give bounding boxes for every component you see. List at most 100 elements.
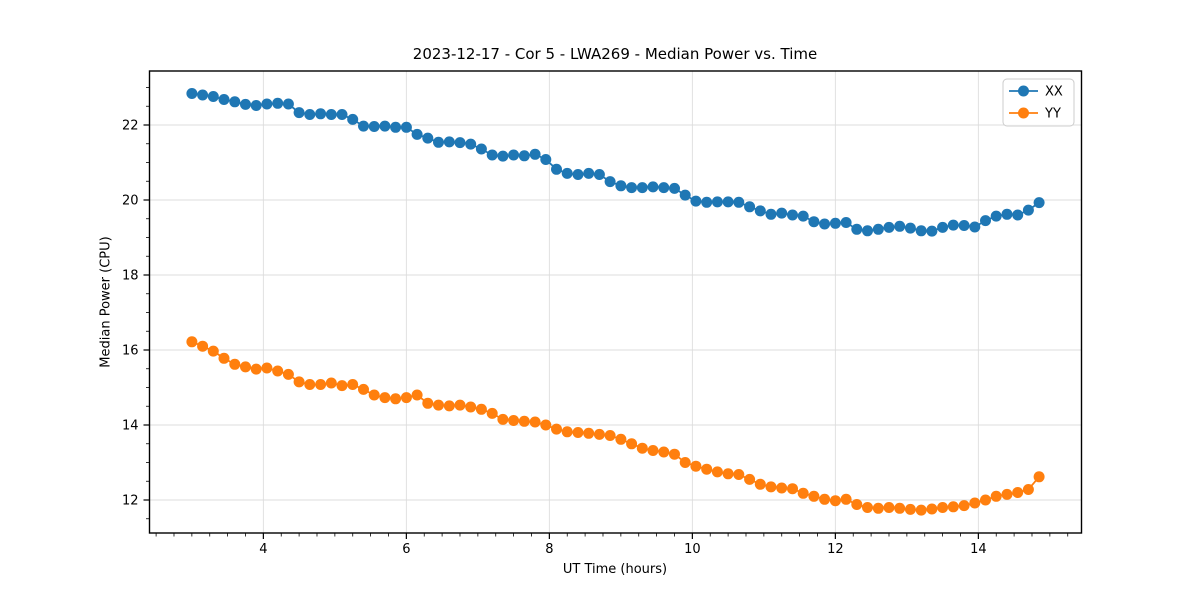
data-point	[990, 210, 1002, 222]
data-point	[497, 413, 509, 425]
data-point	[894, 220, 906, 232]
tick-labels: 4 6 8 10 12 14 12 14 16 18 20 22	[122, 119, 987, 558]
data-point	[808, 216, 820, 228]
data-point	[915, 225, 927, 237]
data-point	[1012, 487, 1024, 498]
data-point	[347, 379, 359, 390]
data-point	[969, 221, 981, 233]
data-point	[218, 94, 230, 105]
data-point	[862, 225, 873, 237]
data-point	[261, 98, 273, 110]
data-point	[400, 121, 412, 133]
data-point	[475, 403, 487, 415]
data-point	[465, 138, 477, 150]
data-point	[904, 222, 916, 234]
data-point	[808, 490, 820, 502]
y-tick-label: 12	[122, 494, 139, 509]
data-point	[433, 399, 444, 411]
data-point	[443, 400, 455, 412]
y-tick-label: 16	[122, 344, 139, 359]
data-point	[669, 182, 680, 194]
data-point	[572, 169, 584, 180]
legend-sample-marker	[1018, 85, 1029, 97]
data-point	[958, 500, 970, 512]
data-point	[486, 149, 498, 161]
legend: XX YY	[1002, 78, 1075, 127]
data-point	[486, 407, 498, 419]
data-point	[904, 503, 916, 515]
y-tick-label: 20	[122, 194, 139, 209]
data-point	[518, 150, 530, 162]
chart-title: 2023-12-17 - Cor 5 - LWA269 - Median Pow…	[412, 45, 818, 63]
legend-label-XX: XX	[1045, 85, 1063, 100]
data-point	[937, 502, 949, 513]
data-point	[315, 108, 327, 120]
data-point	[197, 89, 209, 101]
data-point	[669, 448, 680, 460]
legend-label-YY: YY	[1044, 107, 1061, 122]
data-point	[711, 196, 723, 208]
x-tick-label: 6	[402, 542, 410, 557]
data-point	[744, 201, 756, 213]
data-point	[229, 96, 241, 108]
data-point	[390, 393, 402, 405]
data-point	[358, 383, 369, 395]
x-tick-label: 14	[970, 542, 987, 557]
x-tick-label: 10	[684, 542, 701, 557]
series-XX	[186, 88, 1045, 237]
data-point	[926, 503, 938, 515]
grid-lines	[149, 71, 1082, 533]
data-point	[240, 361, 251, 373]
data-point	[540, 154, 552, 165]
data-point	[894, 502, 906, 514]
data-point	[733, 196, 745, 208]
data-point	[1022, 204, 1034, 216]
x-tick-label: 4	[259, 542, 267, 557]
data-point	[883, 221, 895, 233]
data-point	[540, 419, 552, 431]
data-point	[1001, 208, 1013, 220]
data-point	[465, 401, 477, 413]
data-point	[980, 215, 991, 227]
data-point	[765, 208, 777, 220]
data-point	[926, 225, 938, 237]
data-point	[240, 98, 251, 110]
data-point	[518, 415, 530, 427]
data-point	[400, 392, 412, 404]
data-point	[787, 209, 798, 221]
data-point	[443, 136, 455, 148]
data-point	[583, 427, 595, 439]
data-point	[411, 128, 423, 140]
x-axis-label: UT Time (hours)	[562, 562, 668, 577]
data-point	[787, 483, 798, 495]
data-point	[615, 433, 627, 445]
data-point	[422, 132, 434, 144]
data-point	[958, 220, 970, 231]
data-point	[454, 137, 466, 149]
data-point	[293, 107, 305, 119]
data-point	[454, 399, 466, 411]
data-point	[776, 207, 788, 219]
y-axis-label: Median Power (CPU)	[98, 236, 114, 368]
data-point	[690, 195, 702, 207]
y-tick-label: 18	[122, 269, 139, 284]
y-tick-label: 14	[122, 419, 139, 434]
data-point	[583, 167, 595, 179]
data-point	[422, 397, 434, 409]
data-point	[551, 163, 562, 175]
data-point	[862, 502, 873, 513]
data-point	[475, 143, 487, 155]
data-point	[776, 482, 788, 494]
data-point	[336, 109, 348, 120]
data-point	[797, 487, 809, 499]
data-point	[658, 182, 670, 194]
data-point	[218, 352, 230, 364]
data-point	[829, 495, 841, 507]
data-point	[915, 504, 927, 516]
data-point	[368, 121, 380, 132]
axes-frame	[148, 70, 1083, 534]
data-point	[561, 426, 573, 438]
data-point	[207, 345, 219, 357]
data-point	[551, 423, 562, 435]
